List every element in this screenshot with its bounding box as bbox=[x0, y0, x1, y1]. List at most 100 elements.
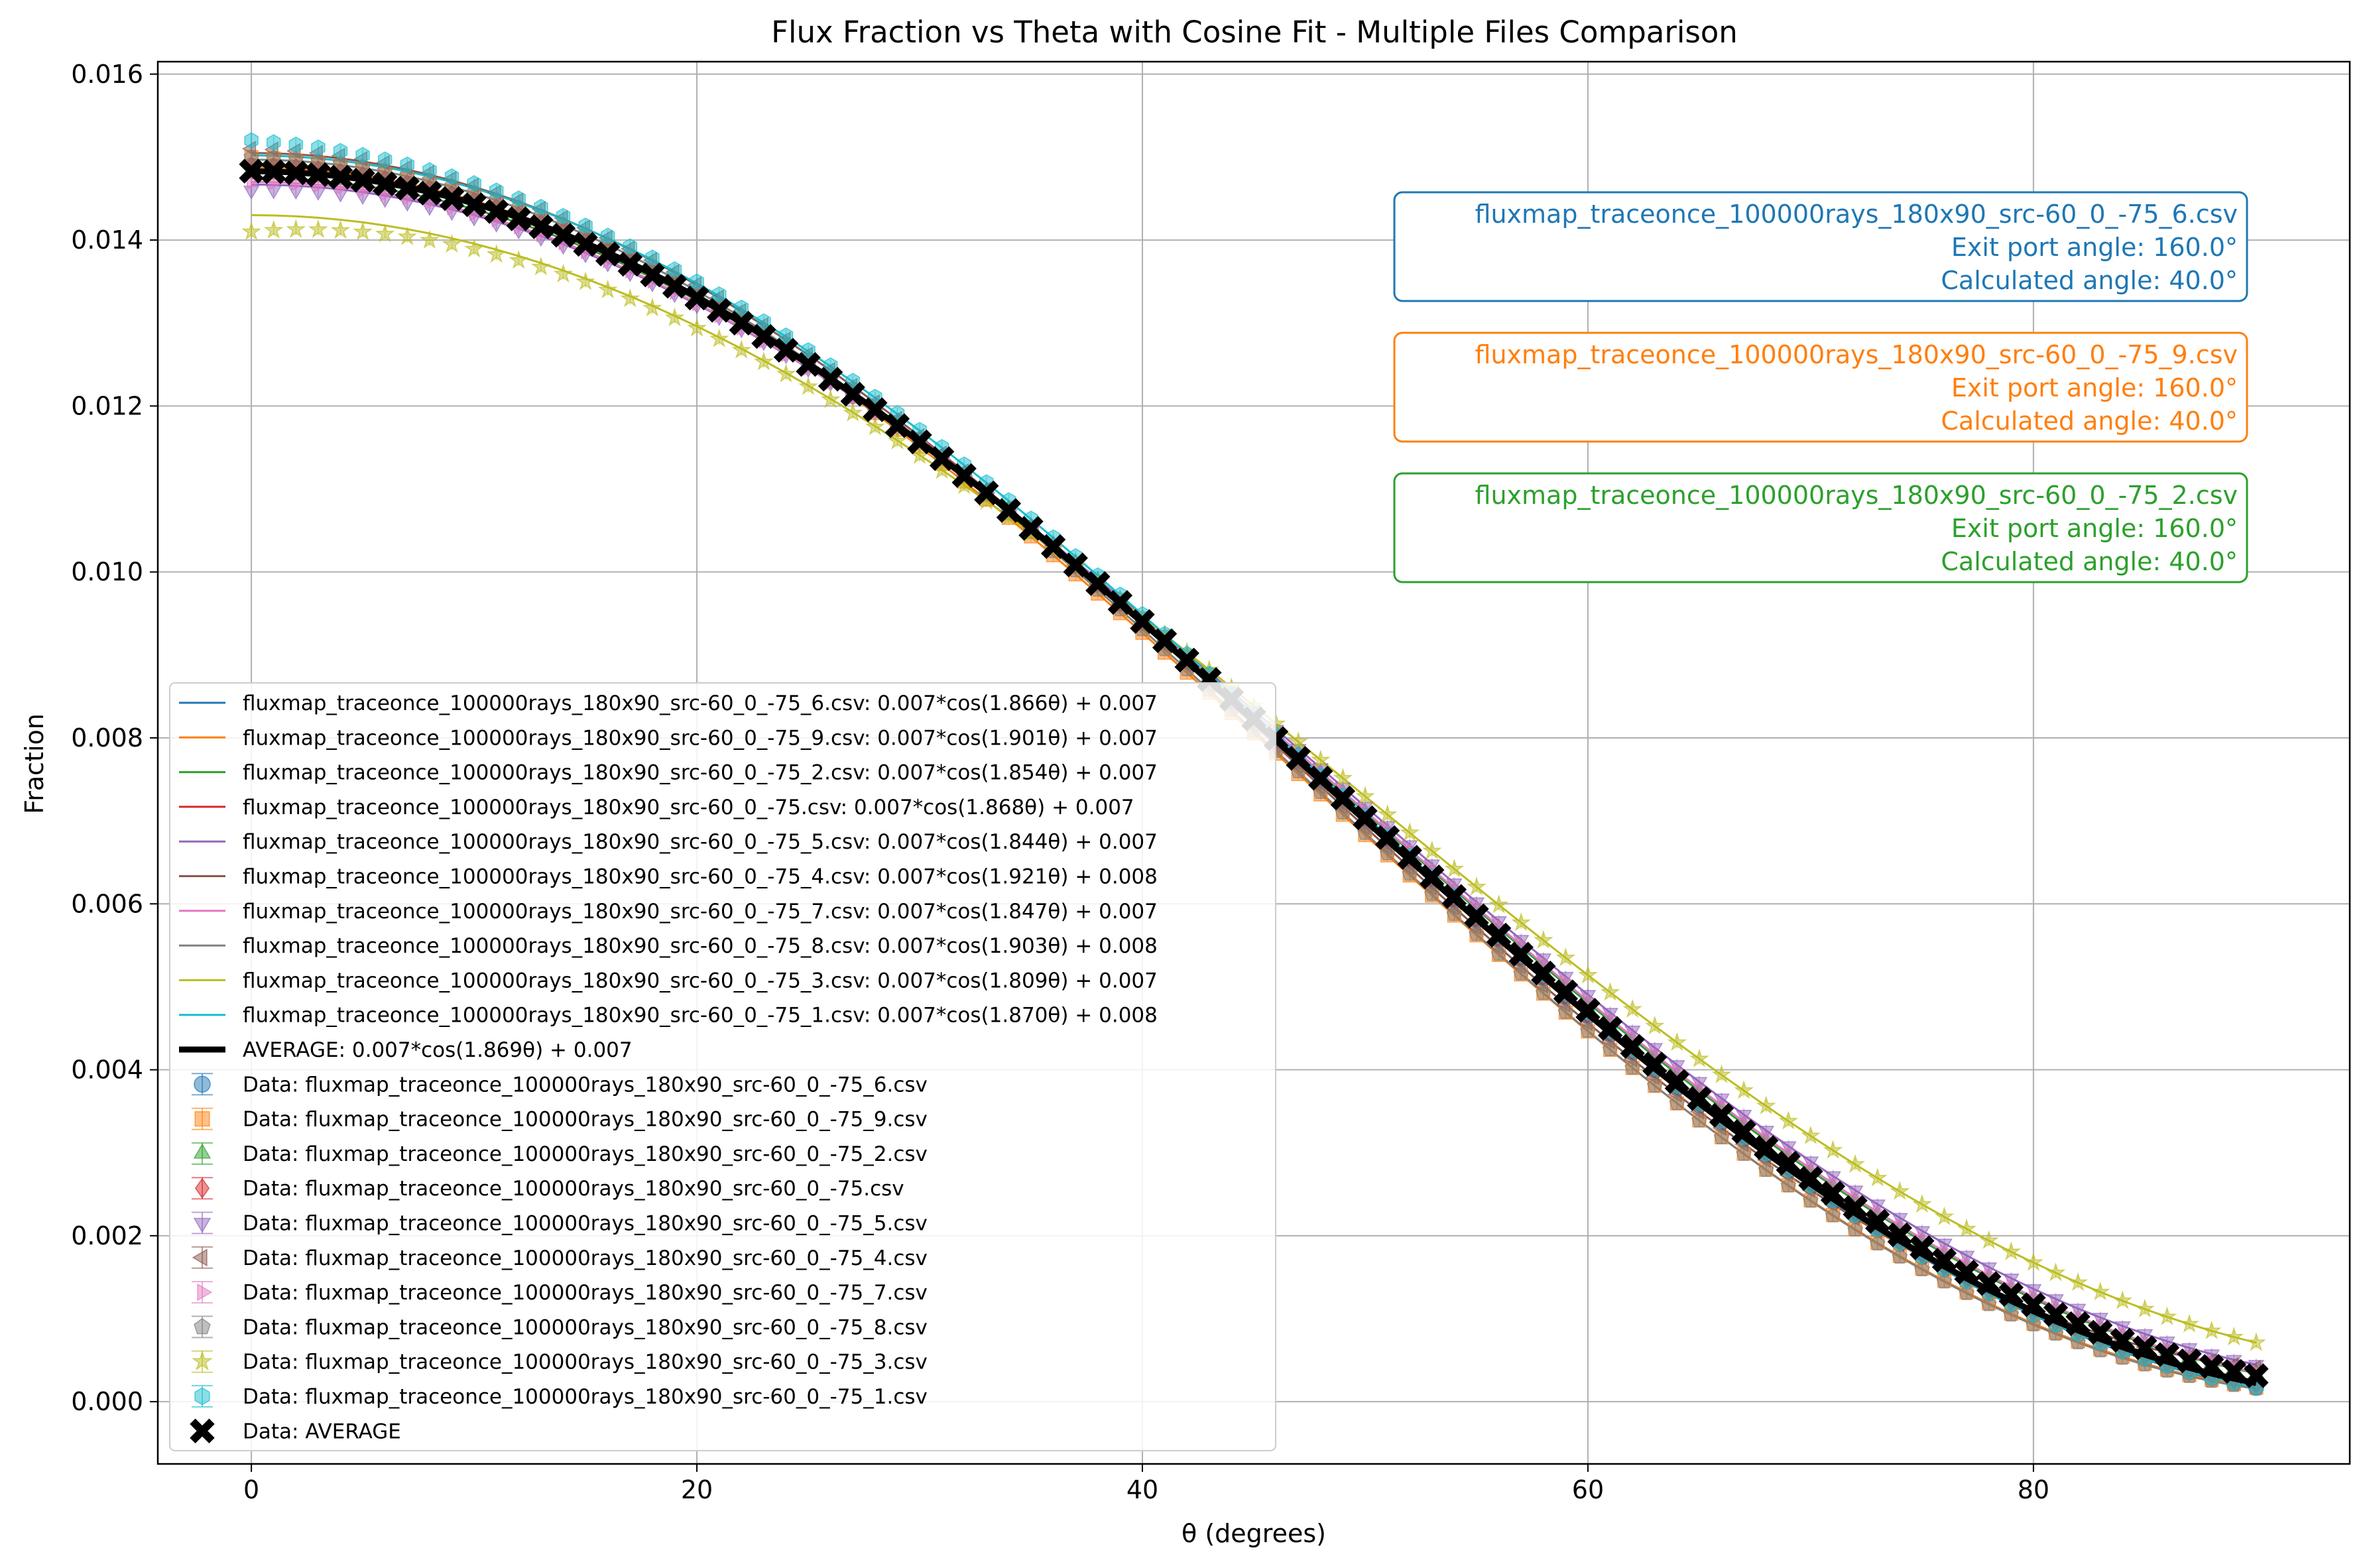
x-tick-label: 40 bbox=[1126, 1475, 1158, 1504]
annotation-file: fluxmap_traceonce_100000rays_180x90_src-… bbox=[1475, 200, 2238, 229]
data-point bbox=[801, 342, 816, 359]
data-point bbox=[578, 217, 593, 234]
data-point bbox=[1422, 840, 1442, 860]
annotation-file: fluxmap_traceonce_100000rays_180x90_src-… bbox=[1475, 481, 2238, 510]
data-point bbox=[2045, 1262, 2066, 1282]
legend-label: Data: fluxmap_traceonce_100000rays_180x9… bbox=[243, 1108, 928, 1132]
average-data-point bbox=[506, 206, 532, 231]
data-point bbox=[757, 313, 771, 330]
data-point bbox=[534, 198, 548, 215]
annotation-exit-angle: Exit port angle: 160.0° bbox=[1951, 373, 2238, 402]
legend-label: Data: fluxmap_traceonce_100000rays_180x9… bbox=[243, 1315, 928, 1339]
legend-marker-swatch bbox=[194, 1111, 210, 1127]
average-data-point bbox=[1575, 997, 1601, 1023]
average-data-point bbox=[1664, 1069, 1690, 1094]
data-point bbox=[2068, 1272, 2089, 1292]
data-point bbox=[623, 238, 638, 255]
data-point bbox=[286, 219, 306, 239]
data-point bbox=[422, 162, 437, 179]
average-data-point bbox=[350, 168, 375, 193]
data-point bbox=[1644, 1015, 1665, 1035]
data-point bbox=[442, 233, 462, 253]
x-tick-label: 20 bbox=[681, 1475, 713, 1504]
average-data-point bbox=[1620, 1034, 1645, 1059]
x-axis-label: θ (degrees) bbox=[1182, 1519, 1326, 1548]
average-data-point bbox=[884, 413, 910, 438]
data-point bbox=[1400, 822, 1420, 841]
legend-marker-swatch bbox=[193, 1217, 212, 1233]
legend-label: Data: fluxmap_traceonce_100000rays_180x9… bbox=[243, 1073, 928, 1097]
legend-label: Data: fluxmap_traceonce_100000rays_180x9… bbox=[243, 1212, 928, 1236]
average-data-point bbox=[2043, 1301, 2069, 1327]
data-point bbox=[1892, 1248, 1908, 1264]
average-data-point bbox=[2199, 1354, 2224, 1379]
average-data-point bbox=[1374, 825, 1400, 851]
annotation-frame bbox=[1393, 332, 2248, 443]
average-data-point bbox=[1152, 628, 1178, 654]
x-tick-label: 60 bbox=[1572, 1475, 1604, 1504]
data-point bbox=[310, 152, 326, 168]
data-point bbox=[1379, 845, 1396, 861]
data-point bbox=[308, 219, 328, 239]
y-tick-label: 0.002 bbox=[71, 1221, 143, 1250]
annotation-exit-angle: Exit port angle: 160.0° bbox=[1951, 233, 2238, 262]
data-point bbox=[778, 327, 794, 344]
data-point bbox=[353, 221, 373, 241]
legend-label: AVERAGE: 0.007*cos(1.869θ) + 0.007 bbox=[243, 1038, 633, 1062]
data-point bbox=[687, 318, 707, 337]
average-data-point bbox=[1642, 1052, 1668, 1077]
data-point bbox=[375, 223, 395, 243]
data-point bbox=[597, 279, 618, 299]
data-point bbox=[1669, 1095, 1685, 1111]
data-point bbox=[486, 244, 507, 263]
data-point bbox=[241, 221, 262, 241]
y-tick-label: 0.004 bbox=[71, 1055, 143, 1085]
data-point bbox=[600, 227, 615, 245]
data-point bbox=[509, 250, 529, 269]
data-point bbox=[2134, 1298, 2155, 1318]
x-tick-label: 80 bbox=[2018, 1475, 2049, 1504]
data-point bbox=[265, 149, 282, 164]
data-point bbox=[1847, 1221, 1863, 1237]
average-data-point bbox=[1397, 845, 1422, 870]
data-point bbox=[1890, 1181, 1910, 1200]
data-point bbox=[1959, 1285, 1974, 1300]
data-point bbox=[865, 416, 885, 436]
data-point bbox=[266, 134, 281, 151]
data-point bbox=[2157, 1306, 2177, 1325]
data-point bbox=[1535, 985, 1551, 1000]
data-point bbox=[845, 373, 860, 390]
data-point bbox=[1357, 825, 1373, 840]
average-data-point bbox=[1531, 960, 1556, 986]
y-tick-label: 0.016 bbox=[71, 60, 143, 89]
legend-label: Data: fluxmap_traceonce_100000rays_180x9… bbox=[243, 1385, 928, 1409]
data-point bbox=[332, 154, 349, 170]
average-data-point bbox=[306, 162, 331, 188]
data-point bbox=[1713, 1129, 1730, 1144]
average-data-point bbox=[483, 199, 509, 224]
average-data-point bbox=[2177, 1348, 2202, 1374]
data-point bbox=[711, 286, 727, 303]
data-point bbox=[1333, 768, 1353, 787]
data-point bbox=[263, 219, 284, 239]
data-point bbox=[2201, 1320, 2222, 1340]
annotation-frame bbox=[1393, 191, 2248, 302]
data-point bbox=[1978, 1230, 1999, 1249]
data-point bbox=[1823, 1140, 1843, 1159]
average-data-point bbox=[1441, 884, 1467, 909]
data-point bbox=[553, 263, 574, 283]
y-tick-label: 0.010 bbox=[71, 558, 143, 587]
data-point bbox=[645, 249, 660, 267]
data-point bbox=[1689, 1048, 1709, 1067]
average-data-point bbox=[439, 186, 465, 211]
average-data-point bbox=[1330, 785, 1356, 811]
legend-marker-swatch bbox=[194, 1317, 211, 1335]
annotations: fluxmap_traceonce_100000rays_180x90_src-… bbox=[1393, 191, 2248, 583]
average-data-point bbox=[1709, 1103, 1734, 1128]
legend-marker-swatch bbox=[194, 1075, 211, 1093]
data-point bbox=[530, 257, 551, 276]
y-tick-label: 0.008 bbox=[71, 723, 143, 753]
data-point bbox=[1580, 1022, 1596, 1038]
legend-label: fluxmap_traceonce_100000rays_180x90_src-… bbox=[243, 934, 1158, 958]
average-data-point bbox=[907, 429, 932, 455]
